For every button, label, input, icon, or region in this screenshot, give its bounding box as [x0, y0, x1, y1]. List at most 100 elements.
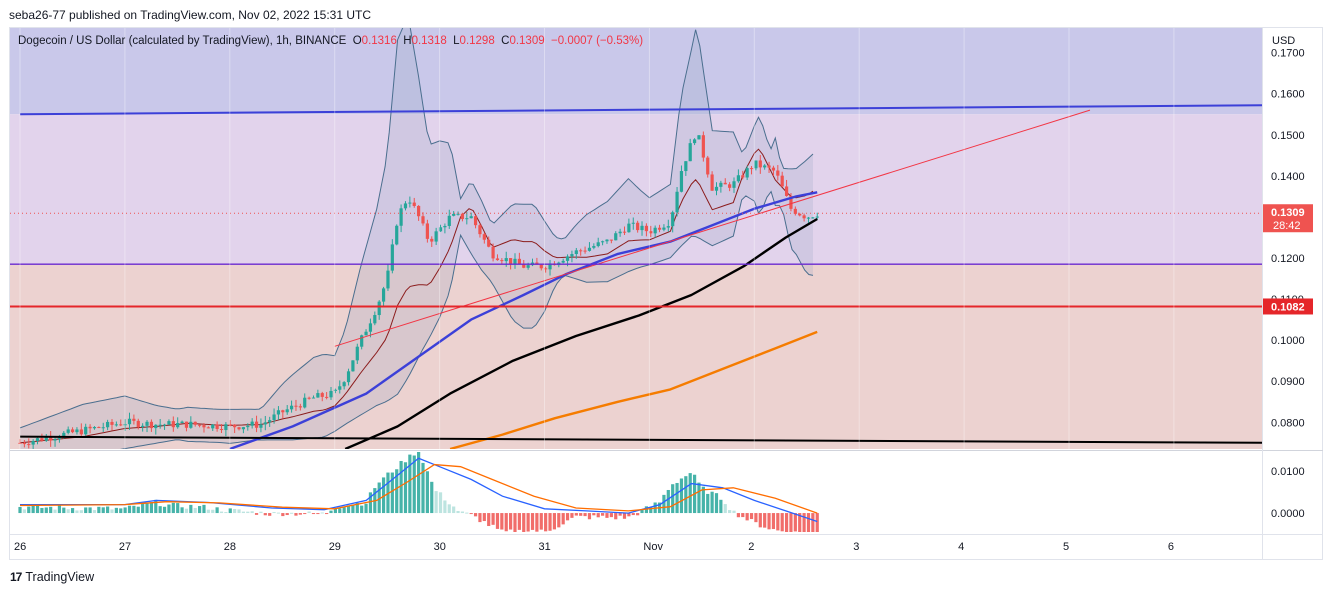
- candle-body: [640, 225, 644, 231]
- candle-body: [452, 213, 456, 216]
- candle-body: [767, 165, 771, 168]
- candle-body: [364, 331, 368, 336]
- macd-histogram-bar: [395, 469, 399, 514]
- candle-body: [491, 246, 495, 259]
- macd-histogram-bar: [40, 507, 44, 514]
- candle-body: [259, 424, 263, 428]
- candle-body: [653, 227, 657, 234]
- candle-body: [473, 216, 478, 226]
- candle-body: [399, 208, 403, 226]
- candle-body: [412, 202, 416, 206]
- macd-histogram-bar: [614, 513, 618, 520]
- macd-histogram-bar: [627, 513, 631, 517]
- candle-body: [714, 186, 719, 191]
- macd-histogram-bar: [399, 460, 403, 514]
- candle-body: [583, 250, 587, 252]
- macd-histogram-bar: [600, 513, 605, 516]
- macd-histogram-bar: [316, 513, 320, 515]
- macd-histogram-bar: [504, 513, 508, 532]
- macd-histogram-bar: [723, 504, 727, 514]
- candle-body: [123, 424, 127, 426]
- oscillator-tick-label: 0.0100: [1271, 466, 1305, 478]
- candle-body: [329, 390, 333, 398]
- candle-body: [776, 170, 780, 176]
- high-value: 0.1318: [411, 35, 447, 47]
- candle-body: [417, 205, 421, 217]
- macd-histogram-bar: [31, 505, 35, 514]
- macd-histogram-bar: [320, 512, 324, 514]
- brand-name: TradingView: [25, 570, 95, 584]
- candle-body: [465, 218, 469, 220]
- change-value: −0.0007 (−0.53%): [551, 35, 644, 47]
- macd-histogram-bar: [49, 506, 53, 514]
- candle-body: [149, 421, 154, 429]
- macd-histogram-bar: [408, 454, 412, 514]
- macd-histogram-bar: [364, 503, 368, 514]
- macd-histogram-bar: [535, 513, 539, 532]
- candle-body: [815, 216, 819, 218]
- candle-body: [342, 382, 346, 387]
- macd-histogram-bar: [522, 513, 526, 532]
- macd-histogram-bar: [381, 477, 386, 514]
- time-tick-label: 26: [14, 541, 26, 553]
- candle-body: [193, 421, 197, 425]
- candle-body: [504, 258, 508, 262]
- candle-body: [605, 239, 609, 242]
- macd-histogram-bar: [145, 503, 149, 514]
- macd-histogram-bar: [79, 510, 83, 514]
- price-tick-label: 0.0900: [1271, 376, 1305, 388]
- candle-body: [425, 223, 429, 239]
- time-tick-label: 3: [853, 541, 859, 553]
- macd-histogram-bar: [684, 476, 688, 514]
- candle-body: [390, 244, 394, 271]
- macd-histogram-bar: [789, 513, 793, 532]
- macd-histogram-bar: [767, 513, 771, 530]
- macd-histogram-bar: [636, 513, 640, 516]
- time-tick-label: 29: [329, 541, 341, 553]
- candle-body: [241, 427, 246, 430]
- macd-histogram-bar: [184, 508, 189, 514]
- candle-body: [154, 424, 158, 429]
- macd-histogram-bar: [158, 506, 162, 514]
- macd-histogram-bar: [679, 478, 684, 514]
- macd-histogram-bar: [22, 509, 26, 514]
- candle-body: [614, 233, 618, 241]
- last-price-tag: [1263, 204, 1313, 233]
- candle-body: [233, 424, 237, 428]
- candle-body: [430, 238, 434, 242]
- candle-body: [806, 217, 811, 219]
- candle-body: [132, 418, 136, 421]
- macd-histogram-bar: [728, 510, 732, 514]
- candle-body: [671, 212, 675, 227]
- candle-body: [697, 135, 701, 140]
- macd-histogram-bar: [473, 513, 478, 517]
- candle-body: [75, 429, 79, 433]
- macd-histogram-bar: [303, 513, 307, 515]
- tradingview-brand[interactable]: 17 TradingView: [10, 570, 94, 584]
- macd-histogram-bar: [62, 507, 66, 514]
- candle-body: [219, 429, 224, 431]
- candle-body: [40, 438, 44, 441]
- macd-histogram-bar: [675, 482, 679, 514]
- candle-body: [316, 393, 320, 398]
- time-tick-label: 2: [748, 541, 754, 553]
- macd-histogram-bar: [561, 513, 565, 525]
- macd-histogram-bar: [806, 513, 811, 532]
- moving-average-1: [344, 217, 818, 449]
- macd-histogram-bar: [622, 513, 627, 519]
- candle-body: [197, 424, 202, 426]
- candle-body: [237, 427, 241, 430]
- macd-histogram-bar: [189, 504, 193, 514]
- macd-histogram-bar: [815, 513, 819, 532]
- macd-histogram-bar: [132, 505, 136, 514]
- macd-histogram-bar: [583, 513, 587, 517]
- candle-body: [684, 161, 688, 172]
- time-tick-label: 31: [539, 541, 551, 553]
- macd-histogram-bar: [574, 513, 578, 516]
- candle-body: [346, 371, 351, 383]
- candle-body: [106, 421, 110, 428]
- macd-histogram-bar: [649, 507, 653, 514]
- macd-histogram-bar: [329, 510, 333, 514]
- macd-histogram-bar: [456, 511, 460, 514]
